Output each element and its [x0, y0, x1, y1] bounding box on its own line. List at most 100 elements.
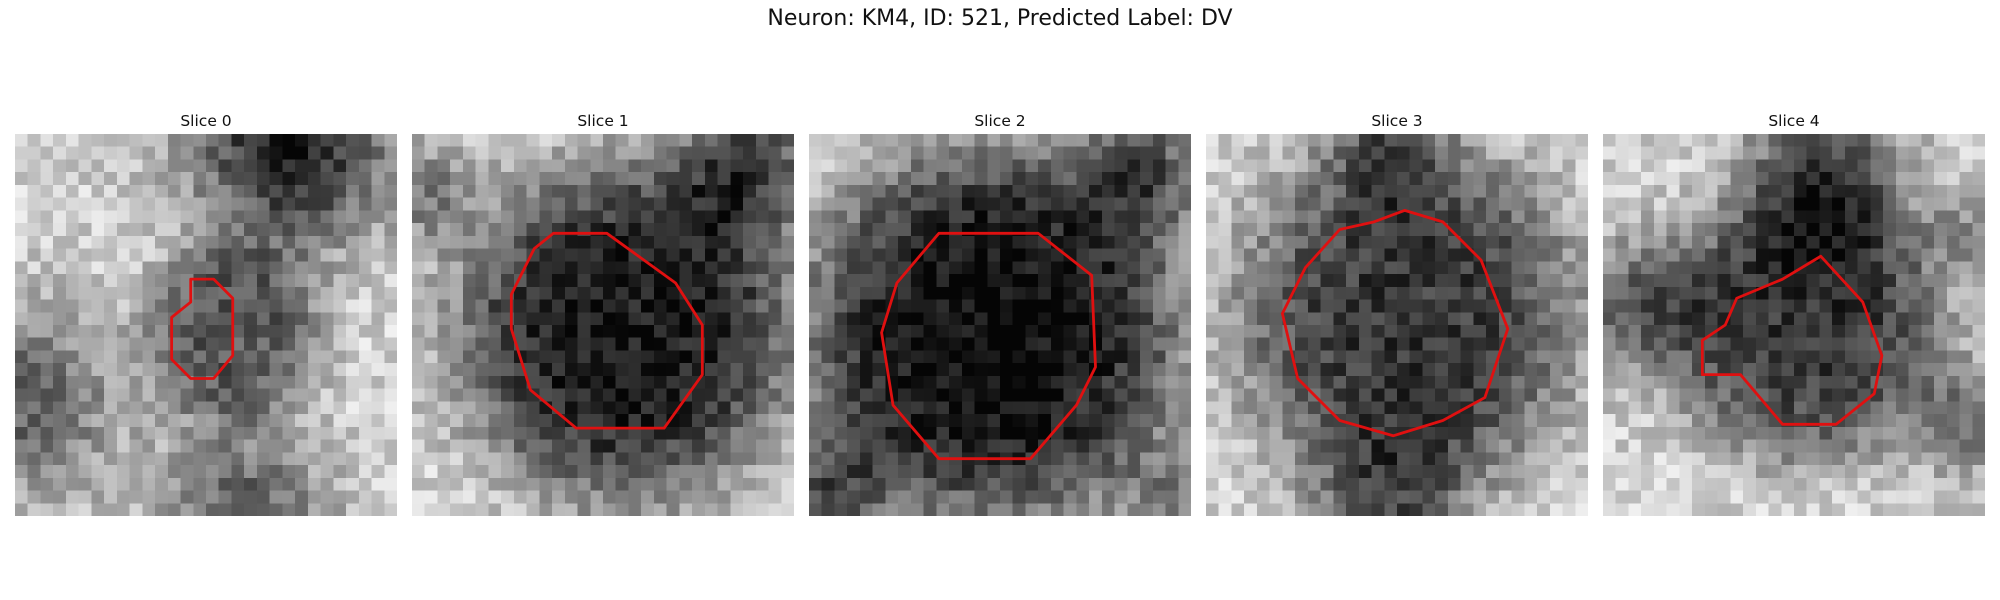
- pixel: [692, 426, 706, 440]
- pixel: [859, 426, 873, 440]
- pixel: [859, 312, 873, 326]
- pixel: [717, 159, 731, 173]
- pixel: [91, 248, 105, 262]
- pixel: [577, 452, 591, 466]
- pixel: [1127, 363, 1141, 377]
- pixel: [1844, 477, 1858, 491]
- pixel: [1895, 172, 1909, 186]
- pixel: [1256, 388, 1270, 402]
- pixel: [987, 503, 1001, 516]
- pixel: [653, 286, 667, 300]
- pixel: [1895, 325, 1909, 338]
- pixel: [346, 414, 360, 428]
- pixel: [129, 274, 143, 288]
- pixel: [1025, 235, 1039, 249]
- pixel: [666, 439, 680, 453]
- pixel: [628, 274, 642, 288]
- pixel: [1562, 452, 1576, 466]
- pixel: [1844, 414, 1858, 428]
- pixel: [269, 337, 283, 351]
- pixel: [1679, 197, 1693, 211]
- pixel: [615, 172, 629, 186]
- pixel: [1320, 350, 1334, 364]
- pixel: [1806, 325, 1820, 338]
- pixel: [501, 452, 515, 466]
- pixel: [1794, 503, 1807, 516]
- pixel: [1409, 223, 1423, 237]
- pixel: [1730, 235, 1744, 249]
- pixel: [437, 235, 451, 249]
- pixel: [333, 490, 347, 504]
- pixel: [1101, 299, 1115, 313]
- pixel: [1511, 261, 1525, 275]
- pixel: [1101, 337, 1115, 351]
- pixel: [1063, 210, 1077, 224]
- pixel: [1000, 286, 1013, 300]
- pixel: [1178, 388, 1191, 402]
- pixel: [1152, 172, 1166, 186]
- pixel: [1562, 401, 1576, 415]
- pixel: [1000, 388, 1013, 402]
- pixel: [1781, 248, 1795, 262]
- pixel: [450, 299, 464, 313]
- pixel: [1206, 134, 1219, 147]
- pixel: [1320, 503, 1334, 516]
- pixel: [1089, 490, 1103, 504]
- pixel: [231, 337, 245, 351]
- pixel: [65, 210, 79, 224]
- pixel: [1114, 503, 1128, 516]
- pixel: [564, 299, 578, 313]
- pixel: [859, 235, 873, 249]
- pixel: [142, 490, 156, 504]
- pixel: [1486, 299, 1500, 313]
- pixel: [1473, 452, 1487, 466]
- pixel: [1768, 465, 1782, 479]
- pixel: [628, 401, 642, 415]
- pixel: [78, 223, 92, 237]
- pixel: [1806, 299, 1820, 313]
- pixel: [590, 477, 604, 491]
- pixel: [129, 439, 143, 453]
- pixel: [1844, 223, 1858, 237]
- pixel: [1921, 286, 1935, 300]
- pixel: [1743, 235, 1757, 249]
- pixel: [1038, 401, 1052, 415]
- pixel: [1256, 452, 1270, 466]
- pixel: [872, 248, 886, 262]
- pixel: [1730, 337, 1744, 351]
- pixel: [872, 235, 886, 249]
- pixel: [1743, 184, 1757, 198]
- pixel: [898, 477, 912, 491]
- pixel: [1218, 439, 1232, 453]
- pixel: [1895, 184, 1909, 198]
- pixel: [1844, 134, 1858, 147]
- pixel: [91, 286, 105, 300]
- pixel: [1615, 299, 1629, 313]
- pixel: [40, 325, 54, 338]
- pixel: [65, 350, 79, 364]
- pixel: [1562, 159, 1576, 173]
- pixel: [346, 350, 360, 364]
- pixel: [666, 172, 680, 186]
- pixel: [717, 223, 731, 237]
- pixel: [1152, 261, 1166, 275]
- pixel: [1397, 401, 1410, 415]
- pixel: [1447, 286, 1461, 300]
- pixel: [1832, 452, 1846, 466]
- pixel: [1653, 146, 1667, 160]
- pixel: [1307, 197, 1321, 211]
- pixel: [1038, 210, 1052, 224]
- pixel: [1256, 274, 1270, 288]
- pixel: [1165, 477, 1179, 491]
- pixel: [628, 465, 642, 479]
- pixel: [1269, 325, 1283, 338]
- pixel: [704, 465, 718, 479]
- pixel: [704, 388, 718, 402]
- pixel: [1089, 210, 1103, 224]
- pixel: [1282, 490, 1296, 504]
- pixel: [1704, 490, 1718, 504]
- pixel: [1178, 235, 1191, 249]
- pixel: [1152, 197, 1166, 211]
- pixel: [450, 503, 464, 516]
- pixel: [1346, 146, 1360, 160]
